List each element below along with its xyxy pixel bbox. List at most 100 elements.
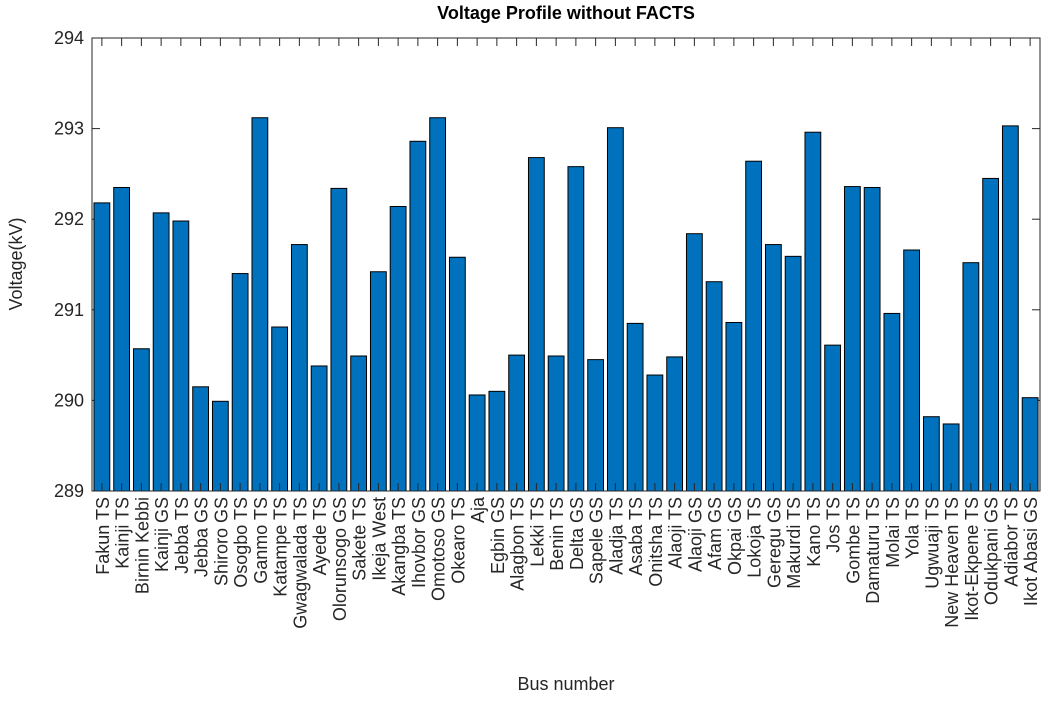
bar: [448, 256, 466, 492]
bar: [685, 233, 703, 492]
x-tick-label: Alaoji TS: [666, 497, 686, 569]
bar: [113, 186, 131, 492]
bar: [172, 220, 190, 492]
x-tick-label: Damaturu TS: [863, 497, 883, 604]
x-tick-label: Ikeja West: [369, 497, 389, 581]
bar: [132, 348, 150, 492]
bar: [547, 355, 565, 492]
bar: [152, 212, 170, 492]
bar: [192, 386, 210, 492]
bar: [251, 117, 269, 492]
x-tick-label: Fakun TS: [93, 497, 113, 575]
x-tick-label: Katampe TS: [271, 497, 291, 597]
x-tick-label: Birnin Kebbi: [132, 497, 152, 594]
bar: [824, 344, 842, 492]
y-tick-label: 290: [54, 390, 84, 410]
x-tick-label: Afam GS: [705, 497, 725, 570]
bar: [764, 244, 782, 492]
x-tick-label: Ganmo TS: [251, 497, 271, 584]
x-tick-label: Makurdi TS: [784, 497, 804, 589]
bar: [330, 187, 348, 492]
x-tick-label: Gwagwalada TS: [290, 497, 310, 629]
x-tick-label: Onitsha TS: [646, 497, 666, 587]
x-tick-label: Alagbon TS: [508, 497, 528, 591]
x-axis-label: Bus number: [517, 674, 614, 694]
y-tick-label: 292: [54, 209, 84, 229]
x-tick-label: Olorunsogo GS: [330, 497, 350, 621]
x-tick-label: Gombe TS: [843, 497, 863, 584]
bar: [646, 374, 664, 492]
bar: [369, 271, 387, 492]
bar: [1021, 397, 1039, 492]
y-axis-label: Voltage(kV): [6, 217, 26, 310]
x-tick-label: Benin TS: [547, 497, 567, 571]
x-tick-label: New Heaven TS: [942, 497, 962, 628]
x-tick-label: Jos TS: [824, 497, 844, 553]
x-tick-label: Delta GS: [567, 497, 587, 570]
plot-frame: [91, 37, 1041, 492]
x-tick-label: Alaoji GS: [685, 497, 705, 572]
bar: [429, 117, 447, 492]
bar: [587, 359, 605, 492]
bar: [271, 326, 289, 492]
bar: [745, 160, 763, 492]
bar: [488, 390, 506, 492]
x-tick-label: Ikot Abasi GS: [1021, 497, 1041, 606]
x-tick-label: Sapele GS: [587, 497, 607, 584]
bar: [883, 312, 901, 492]
bar: [922, 416, 940, 492]
bar: [843, 186, 861, 492]
x-tick-label: Aja: [468, 496, 488, 523]
bar: [527, 157, 545, 492]
x-tick-label: Lekki TS: [527, 497, 547, 567]
x-tick-label: Adiabor TS: [1001, 497, 1021, 587]
x-tick-label: Okpai GS: [725, 497, 745, 575]
x-tick-label: Omotoso GS: [429, 497, 449, 601]
y-tick-label: 293: [54, 119, 84, 139]
bar: [310, 365, 328, 492]
x-tick-label: Ayede TS: [310, 497, 330, 575]
bar: [350, 355, 368, 492]
bar: [903, 249, 921, 492]
bar: [468, 394, 486, 492]
bar: [962, 262, 980, 492]
x-tick-label: Geregu GS: [764, 497, 784, 588]
bar: [982, 177, 1000, 492]
x-tick-label: Kano TS: [804, 497, 824, 567]
bar: [290, 244, 308, 492]
x-tick-label: Aladja TS: [606, 497, 626, 575]
x-tick-label: Akangba TS: [389, 497, 409, 596]
bar: [784, 255, 802, 492]
bar: [863, 186, 881, 492]
x-tick-label: Lokoja TS: [745, 497, 765, 578]
x-tick-label: Ihovbor GS: [409, 497, 429, 588]
x-tick-label: Yola TS: [903, 497, 923, 559]
bar: [231, 273, 249, 492]
bar: [211, 400, 229, 492]
bar: [1001, 125, 1019, 492]
bar: [942, 423, 960, 492]
x-tick-label: Egbin GS: [488, 497, 508, 574]
x-tick-label: Shiroro GS: [211, 497, 231, 586]
x-tick-label: Asaba TS: [626, 497, 646, 576]
y-tick-label: 291: [54, 300, 84, 320]
y-tick-label: 289: [54, 481, 84, 501]
chart-title: Voltage Profile without FACTS: [437, 3, 695, 23]
x-tick-label: Sakete TS: [350, 497, 370, 581]
x-tick-label: Ugwuaji TS: [922, 497, 942, 589]
bar: [666, 356, 684, 492]
x-tick-label: Jebba GS: [192, 497, 212, 577]
bar: [567, 166, 585, 492]
bar: [725, 321, 743, 492]
x-tick-label: Okearo TS: [448, 497, 468, 584]
bar: [705, 281, 723, 492]
x-tick-label: Odukpani GS: [982, 497, 1002, 605]
bar: [626, 322, 644, 492]
x-tick-label: Ikot-Ekpene TS: [962, 497, 982, 621]
x-tick-label: Kainji TS: [113, 497, 133, 569]
bar: [389, 206, 407, 492]
x-tick-label: Molai TS: [883, 497, 903, 568]
bar: [804, 131, 822, 492]
bar: [93, 202, 111, 492]
